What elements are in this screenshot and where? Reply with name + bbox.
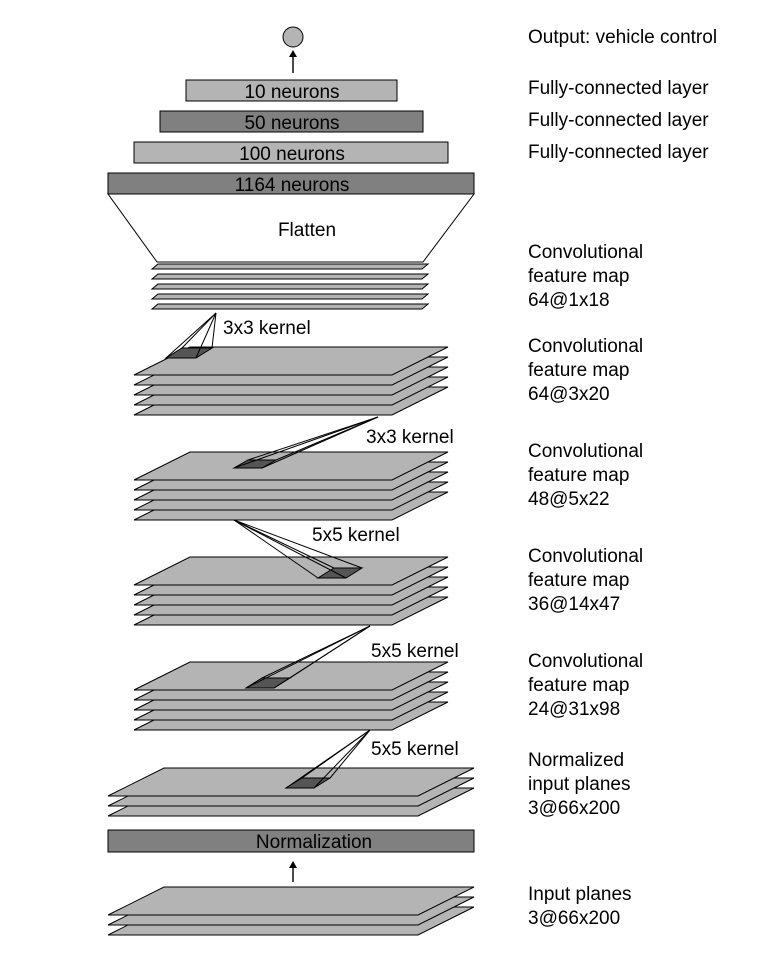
kernel-label-1: 3x3 kernel [223,318,311,339]
svg-text:64@3x20: 64@3x20 [528,384,610,405]
conv-stack-36x14x47-plane-1 [133,556,449,586]
svg-text:feature map: feature map [528,675,629,696]
conv-stack-64x1x18-plane-5 [150,303,430,310]
fc-layer-1164-label: 1164 neurons [235,175,350,196]
svg-text:24@31x98: 24@31x98 [528,699,620,720]
fc-layer-10 [185,79,398,102]
svg-text:Convolutional: Convolutional [528,546,643,567]
conv-stack-24x31x98-plane-1 [133,661,449,691]
svg-text:3@66x200: 3@66x200 [528,798,620,819]
input-description: Input planes 3@66x200 [528,884,632,929]
svg-text:48@5x22: 48@5x22 [528,489,610,510]
svg-text:Convolutional: Convolutional [528,242,643,263]
conv-stack-48x5x22-plane-1 [133,451,449,481]
kernel-1-line-3 [211,312,217,349]
fc-layer-100-label: 100 neurons [239,144,345,165]
kernel-5-line-3 [329,729,371,779]
flatten-label: Flatten [278,220,336,241]
fc-layer-50 [159,110,424,133]
kernel-2-line-4 [247,416,379,461]
svg-text:feature map: feature map [528,570,629,591]
svg-text:feature map: feature map [528,465,629,486]
conv-description-4: Convolutional feature map 36@14x47 [528,546,643,615]
kernel-label-4: 5x5 kernel [371,641,459,662]
svg-text:feature map: feature map [528,266,629,287]
conv-stack-64x1x18-plane-4 [150,293,430,300]
input-arrowhead [289,861,297,868]
svg-text:Input planes: Input planes [528,884,632,905]
flatten-shape [107,193,475,263]
conv-description-1: Convolutional feature map 64@1x18 [528,242,643,311]
svg-text:Normalized: Normalized [528,750,624,771]
fc-layer-50-label: 50 neurons [244,113,339,134]
output-description: Output: vehicle control [528,27,717,48]
conv-description-5: Convolutional feature map 24@31x98 [528,651,643,720]
output-arrowhead [289,50,297,57]
normalized-description: Normalized input planes 3@66x200 [528,750,630,819]
conv-stack-64x1x18-plane-2 [150,273,430,280]
kernel-5-line-4 [301,729,371,779]
svg-text:feature map: feature map [528,360,629,381]
input-stack-plane-1 [107,886,475,916]
fc-layer-100 [133,141,449,164]
svg-text:36@14x47: 36@14x47 [528,594,620,615]
fc-description-2: Fully-connected layer [528,110,709,131]
kernel-label-2: 3x3 kernel [366,427,454,448]
kernel-1-line-2 [195,312,217,359]
kernel-4-line-3 [289,625,371,679]
kernel-4-line-4 [261,625,371,679]
kernel-2-line-1 [233,416,379,469]
normalization-label: Normalization [256,832,372,853]
fc-description-3: Fully-connected layer [528,142,709,163]
kernel-5-line-2 [313,729,371,789]
kernel-2-line-3 [275,416,379,461]
kernel-3-line-4 [233,519,335,569]
svg-text:Convolutional: Convolutional [528,651,643,672]
kernel-3-line-3 [233,519,363,569]
conv-description-2: Convolutional feature map 64@3x20 [528,336,643,405]
kernel-1-line-4 [181,312,217,349]
conv-stack-64x1x18-plane-3 [150,283,430,290]
plane-stacks [107,263,475,936]
kernel-1-line-1 [165,312,217,359]
fc-layer-10-label: 10 neurons [244,82,339,103]
kernel-label-3: 5x5 kernel [312,525,400,546]
kernel-label-5: 5x5 kernel [371,739,459,760]
kernel-3-line-1 [233,519,319,579]
svg-text:input planes: input planes [528,774,630,795]
fc-description-1: Fully-connected layer [528,78,709,99]
kernel-3-line-2 [233,519,347,579]
svg-text:Convolutional: Convolutional [528,336,643,357]
normalization-layer [107,829,475,853]
svg-text:3@66x200: 3@66x200 [528,908,620,929]
kernel-connections [164,312,379,789]
output-node [282,26,304,48]
svg-text:Convolutional: Convolutional [528,441,643,462]
normalized-stack-plane-1 [107,767,475,797]
conv-stack-64x1x18-plane-1 [150,263,430,270]
svg-text:64@1x18: 64@1x18 [528,290,610,311]
conv-description-3: Convolutional feature map 48@5x22 [528,441,643,510]
